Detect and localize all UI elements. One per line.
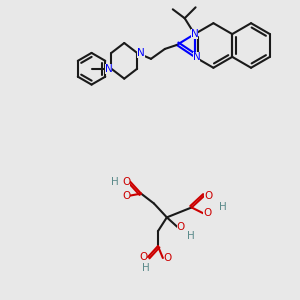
Text: N: N: [104, 64, 112, 74]
Text: H: H: [111, 177, 119, 187]
Text: O: O: [177, 222, 185, 232]
Text: N: N: [137, 48, 145, 58]
Text: O: O: [204, 190, 213, 201]
Text: H: H: [187, 231, 194, 241]
Text: O: O: [139, 252, 147, 262]
Text: O: O: [122, 190, 130, 201]
Text: O: O: [122, 177, 130, 187]
Text: N: N: [191, 29, 199, 39]
Text: O: O: [203, 208, 211, 218]
Text: N: N: [193, 52, 200, 62]
Text: H: H: [219, 202, 227, 212]
Text: H: H: [142, 263, 150, 273]
Text: O: O: [164, 253, 172, 263]
